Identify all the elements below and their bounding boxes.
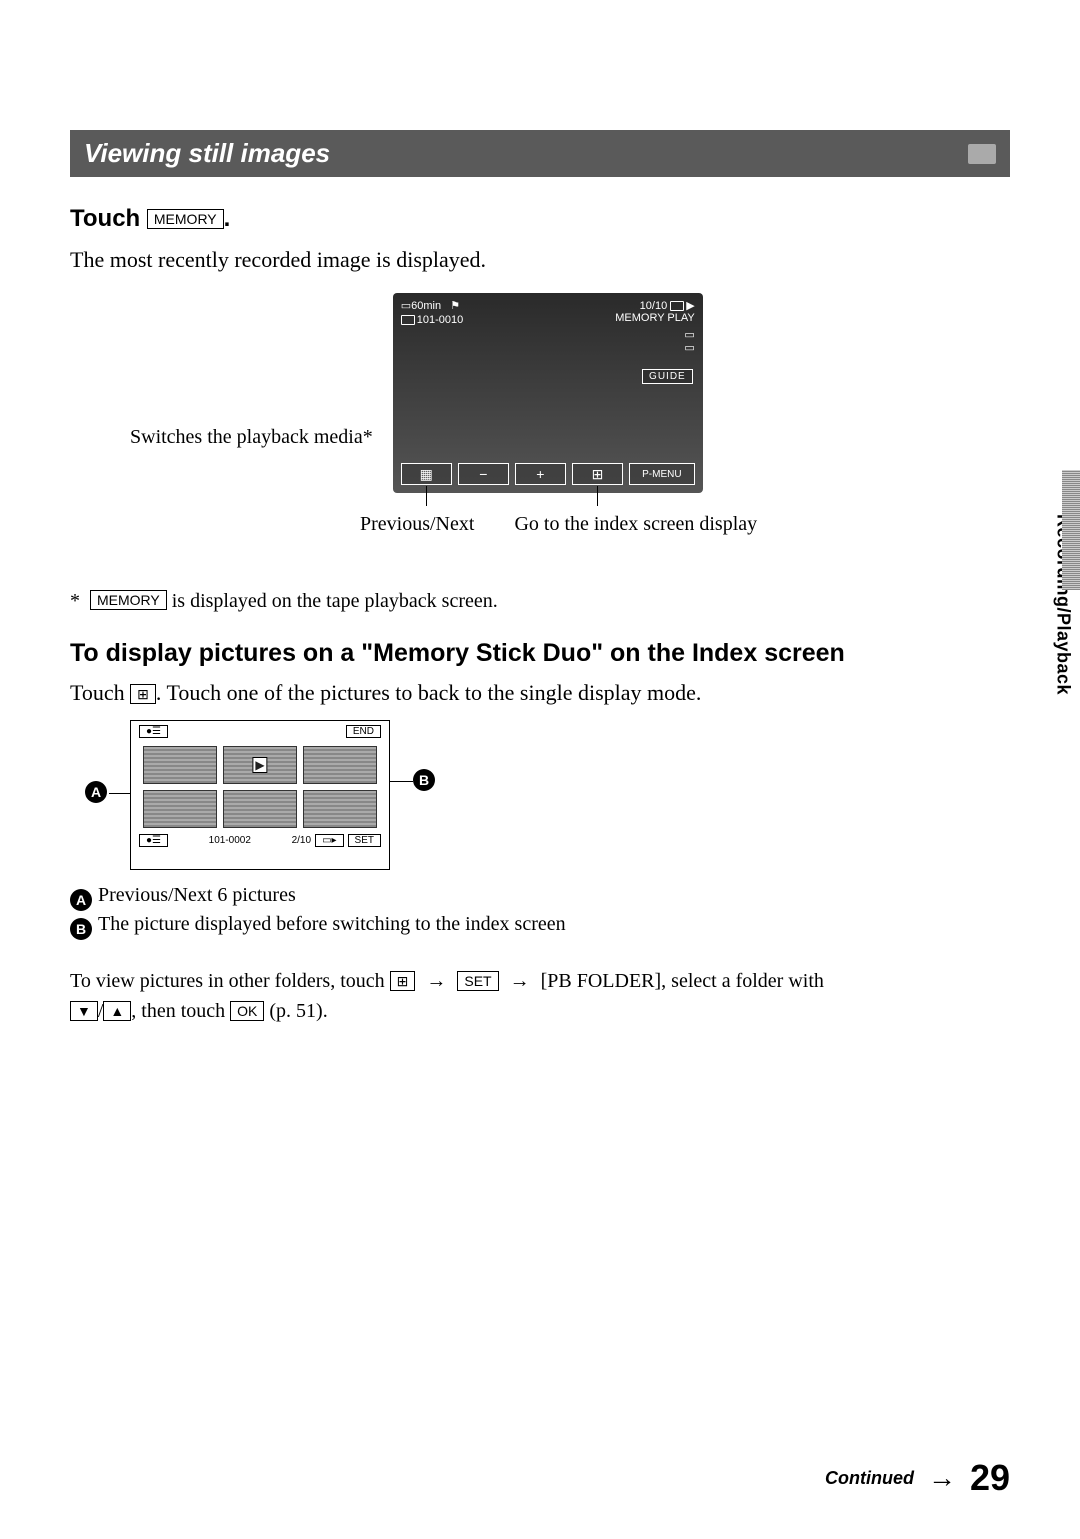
index-bottom-row: ●☰ 101-0002 2/10 ▭▸ SET: [131, 832, 389, 851]
index-thumbs: [131, 742, 389, 832]
section-header: Viewing still images: [70, 130, 1010, 177]
camcorder-playback-screen: ▭60min ⚑ 101-0010 10/10 ▶ MEMORY PLAY ▭▭…: [393, 293, 703, 493]
index-screen-diagram: A B ●☰ END ●☰ 101-0002 2/10 ▭▸ SET: [130, 720, 390, 870]
legend-a: APrevious/Next 6 pictures: [70, 884, 1010, 911]
battery-time: ▭60min ⚑: [401, 299, 464, 312]
most-recent-text: The most recently recorded image is disp…: [70, 247, 1010, 273]
continued-label: Continued: [825, 1468, 914, 1489]
manual-page: Viewing still images Touch MEMORY. The m…: [0, 0, 1080, 1539]
legend-b: BThe picture displayed before switching …: [70, 913, 1010, 940]
thumb-6[interactable]: [303, 790, 377, 828]
idx-folder: 101-0002: [209, 835, 251, 846]
index-top-row: ●☰ END: [131, 721, 389, 742]
footnote: * MEMORY is displayed on the tape playba…: [70, 590, 1010, 613]
side-tab: Recording/Playback: [1046, 470, 1080, 730]
pmenu-button[interactable]: P-MENU: [629, 463, 695, 485]
idx-down-button[interactable]: ●☰: [139, 834, 168, 847]
thumb-3[interactable]: [303, 746, 377, 784]
thumb-4[interactable]: [143, 790, 217, 828]
folder-para-2: , then touch: [131, 1000, 230, 1022]
index-sub-heading: To display pictures on a "Memory Stick D…: [70, 639, 1010, 668]
folder-file: 101-0010: [401, 314, 464, 326]
guide-button[interactable]: GUIDE: [642, 369, 693, 384]
set-button-label: SET: [457, 971, 498, 991]
pb-folder-text: [PB FOLDER], select a folder with: [541, 970, 824, 992]
folder-icon: [401, 315, 415, 325]
page-number: 29: [970, 1457, 1010, 1499]
thumb-1[interactable]: [143, 746, 217, 784]
memory-button-label: MEMORY: [147, 209, 224, 229]
index-instr-2: . Touch one of the pictures to back to t…: [156, 680, 702, 705]
up-button: ▲: [103, 1001, 131, 1021]
marker-b-line: [389, 781, 413, 782]
prev-button[interactable]: −: [458, 463, 509, 485]
marker-a-icon: A: [70, 889, 92, 911]
legend: APrevious/Next 6 pictures BThe picture d…: [70, 884, 1010, 940]
mini-icons: ▭▭: [615, 328, 694, 354]
idx-count: 2/10: [292, 835, 311, 846]
memory-stick-icon: [968, 144, 996, 164]
thumb-5[interactable]: [223, 790, 297, 828]
idx-up-button[interactable]: ●☰: [139, 725, 168, 738]
switch-media-button[interactable]: ▦: [401, 463, 452, 485]
playback-screenshot-area: Switches the playback media* ▭60min ⚑ 10…: [130, 293, 1010, 493]
down-button: ▼: [70, 1001, 98, 1021]
arrow-icon-2: →: [510, 966, 530, 996]
idx-set-button[interactable]: SET: [348, 834, 381, 847]
marker-a: A: [85, 781, 109, 805]
side-tab-bar: [1062, 470, 1080, 590]
image-counter: 10/10: [640, 300, 668, 312]
folder-para-1: To view pictures in other folders, touch: [70, 970, 390, 992]
ok-button-label: OK: [230, 1001, 264, 1021]
idx-media-button[interactable]: ▭▸: [315, 834, 343, 847]
folder-instruction: To view pictures in other folders, touch…: [70, 966, 1010, 1026]
screen-left-info: ▭60min ⚑ 101-0010: [401, 299, 464, 354]
period: .: [224, 205, 231, 232]
callout-row: Previous/Next Go to the index screen dis…: [360, 513, 1010, 536]
idx-end-button[interactable]: END: [346, 725, 381, 738]
marker-b-icon: B: [70, 918, 92, 940]
folder-ref: (p. 51).: [264, 1000, 327, 1022]
touch-label: Touch: [70, 205, 140, 232]
page-footer: Continued → 29: [825, 1457, 1010, 1499]
index-button[interactable]: ⊞: [572, 463, 623, 485]
index-instr-1: Touch: [70, 680, 130, 705]
index-instruction: Touch ⊞. Touch one of the pictures to ba…: [70, 680, 1010, 706]
section-title: Viewing still images: [84, 138, 330, 169]
marker-b: B: [413, 769, 437, 793]
screen-right-info: 10/10 ▶ MEMORY PLAY ▭▭: [615, 299, 694, 354]
thumb-2[interactable]: [223, 746, 297, 784]
touch-instruction: Touch MEMORY.: [70, 205, 1010, 233]
screen-bottom-buttons: ▦ − + ⊞ P-MENU: [401, 463, 695, 485]
continued-arrow-icon: →: [928, 1462, 956, 1494]
switches-playback-label: Switches the playback media*: [130, 423, 373, 451]
grid-icon-button: ⊞: [390, 971, 416, 991]
arrow-icon-1: →: [426, 966, 446, 996]
memory-button-label-2: MEMORY: [90, 590, 167, 610]
marker-a-line: [109, 793, 131, 794]
footnote-text: is displayed on the tape playback screen…: [167, 590, 498, 612]
callout-index: Go to the index screen display: [514, 513, 757, 536]
folder-sel-icon: [670, 301, 684, 311]
memory-play-label: MEMORY PLAY: [615, 312, 694, 324]
callout-prev-next: Previous/Next: [360, 513, 474, 536]
next-button[interactable]: +: [515, 463, 566, 485]
screen-top-row: ▭60min ⚑ 101-0010 10/10 ▶ MEMORY PLAY ▭▭: [393, 293, 703, 354]
index-icon-button: ⊞: [130, 684, 156, 704]
